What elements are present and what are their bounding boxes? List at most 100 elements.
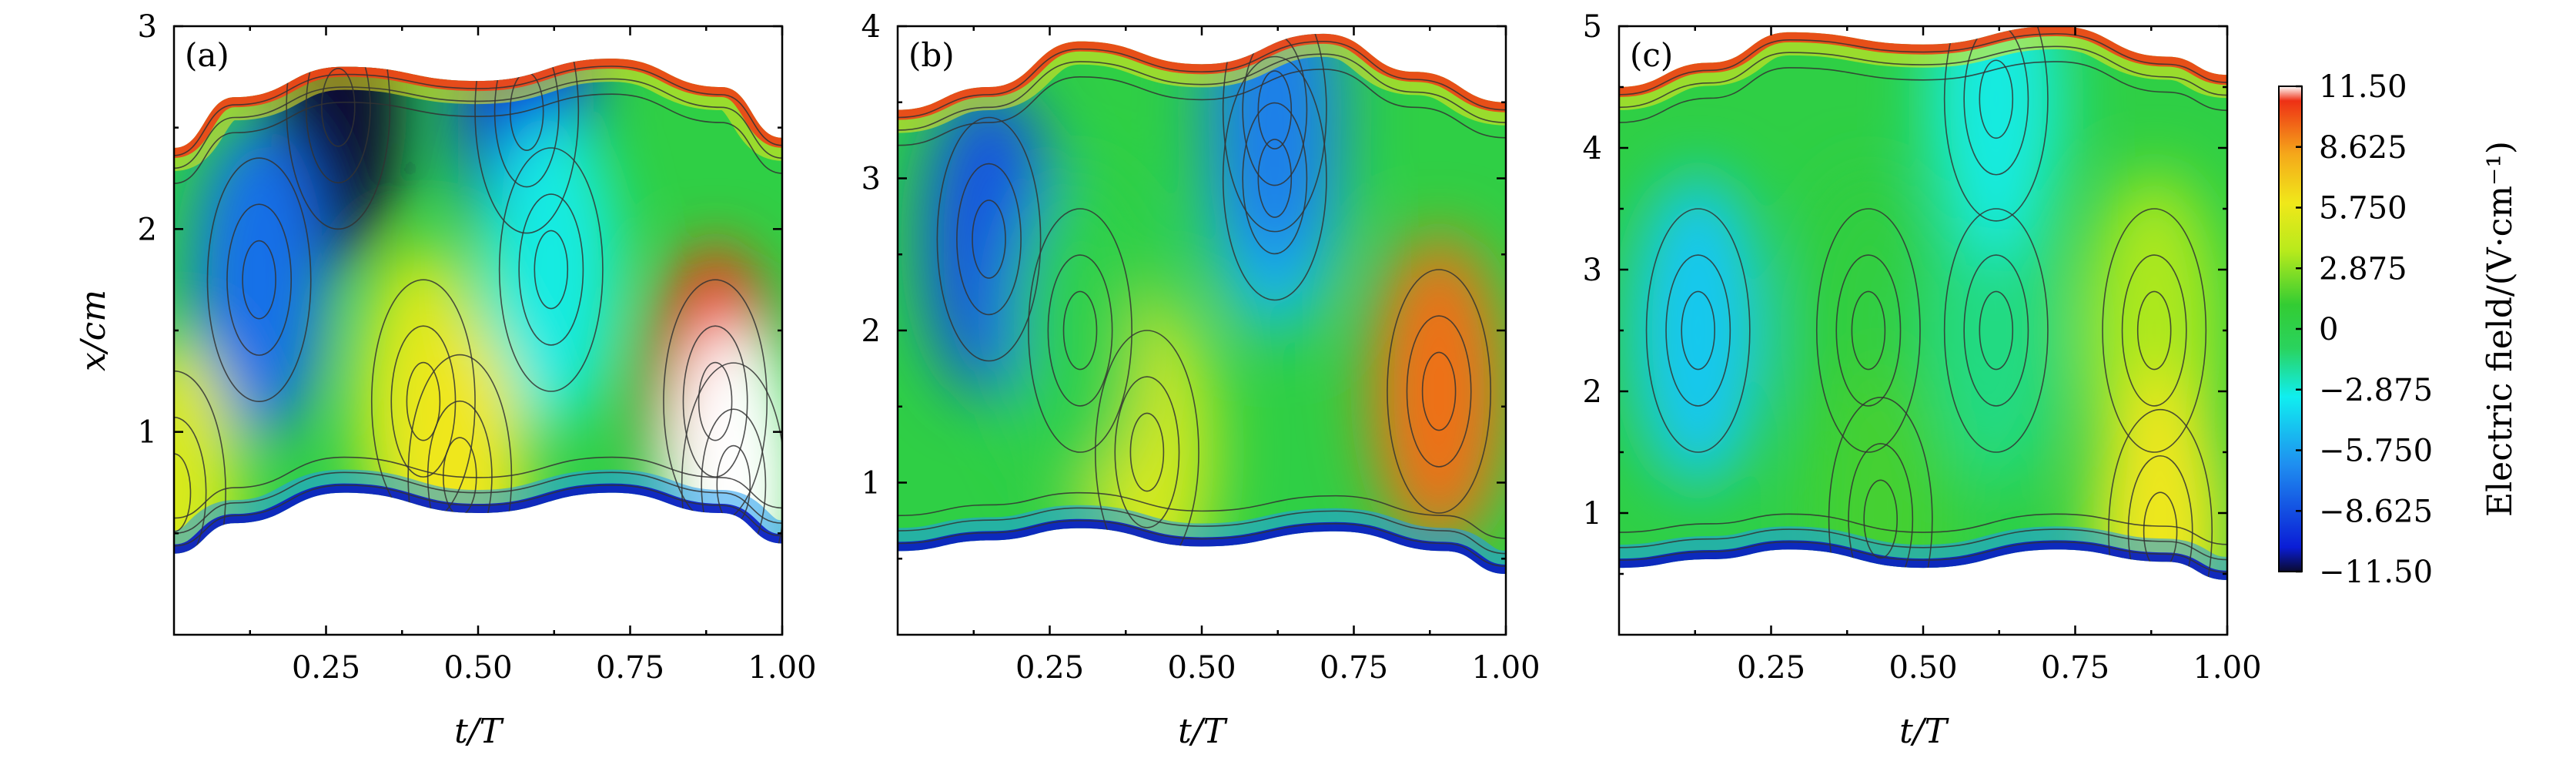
- field-feature: [1207, 33, 1342, 269]
- x-tick-label: 0.50: [1167, 650, 1236, 686]
- contour-line: [407, 354, 513, 554]
- panel-b-label: (b): [908, 36, 955, 74]
- contour-line: [1222, 33, 1327, 233]
- contour-line: [1815, 208, 1921, 453]
- contour-line: [1257, 70, 1293, 149]
- contour-line: [936, 116, 1042, 362]
- contour-line: [1619, 541, 2227, 573]
- y-tick-label: 1: [138, 415, 157, 451]
- contour-line: [1406, 315, 1472, 468]
- contour-line: [898, 507, 1506, 555]
- contour-line: [305, 59, 371, 184]
- panel-a-axes: 0.25 0.50 0.75 1.00 1 2 3: [138, 9, 817, 686]
- contour-line: [286, 59, 391, 230]
- panel-c-axes: 0.25 0.50 0.75 1.00 1 2 3 4 5: [1583, 9, 2262, 686]
- contour-line: [1943, 26, 2049, 222]
- colorbar-tick-label: −2.875: [2319, 373, 2433, 408]
- contour-line: [2102, 208, 2207, 453]
- x-tick-label: 0.50: [443, 650, 512, 686]
- contour-line: [206, 157, 312, 402]
- y-tick-label: 1: [861, 466, 881, 501]
- contour-line: [518, 193, 584, 346]
- contour-line: [1645, 208, 1751, 453]
- contour-line: [2108, 408, 2213, 580]
- contour-line: [1129, 412, 1165, 492]
- colorbar-tick-label: 8.625: [2319, 130, 2407, 166]
- contour-line: [1619, 33, 2227, 96]
- contour-line: [242, 240, 276, 320]
- x-tick-label: 0.25: [292, 650, 360, 686]
- panel-c-plot-area: [1619, 26, 2227, 580]
- contour-line: [534, 230, 569, 310]
- field-feature: [1929, 172, 2063, 489]
- contour-line: [1665, 254, 1731, 407]
- panel-c-label: (c): [1630, 36, 1673, 74]
- y-tick-label: 1: [1583, 496, 1602, 532]
- contour-line: [1619, 528, 2227, 561]
- field-blobs: [1631, 26, 2227, 580]
- colorbar-tick-label: 2.875: [2319, 251, 2407, 287]
- field-blobs: [922, 33, 1506, 574]
- panel-b-plot-area: [898, 33, 1506, 574]
- field-feature: [1929, 26, 2063, 258]
- contour-line: [321, 67, 356, 147]
- y-tick-label: 3: [1583, 253, 1602, 288]
- contour-line: [226, 203, 293, 356]
- contour-line: [1963, 26, 2029, 176]
- contour-line: [1619, 45, 2227, 109]
- contour-line: [1028, 208, 1132, 453]
- contour-line: [1047, 254, 1113, 407]
- contour-line: [1094, 330, 1199, 574]
- colorbar: 11.50 8.625 5.750 2.875 0 −2.875 −5.750 −8.625 −…: [2278, 69, 2520, 590]
- field-feature: [1813, 361, 1948, 580]
- x-tick-label: 0.75: [2041, 650, 2109, 686]
- field-feature: [1372, 233, 1506, 550]
- colorbar-tick-label: −8.625: [2319, 494, 2433, 529]
- contour-line: [698, 361, 733, 441]
- colorbar-label: Electric field/(V·cm⁻¹): [2481, 141, 2520, 517]
- contour-line: [493, 59, 560, 188]
- panel-a-label: (a): [185, 36, 229, 74]
- x-tick-label: 1.00: [2193, 650, 2261, 686]
- y-tick-label: 2: [138, 212, 157, 247]
- colorbar-tick-label: 0: [2319, 312, 2338, 347]
- contour-line: [1848, 443, 1914, 580]
- contour-line: [174, 78, 782, 169]
- contour-line: [474, 59, 580, 234]
- colorbar-tick-label: 5.750: [2319, 191, 2407, 226]
- contour-line: [174, 453, 192, 533]
- field-feature: [192, 121, 326, 438]
- field-feature: [666, 326, 782, 554]
- contour-line: [1619, 61, 2227, 123]
- contour-line: [174, 65, 782, 156]
- contour-line: [406, 361, 441, 441]
- contour-line: [1963, 254, 2029, 407]
- contour-line: [1863, 479, 1898, 559]
- y-tick-label: 2: [1583, 374, 1602, 410]
- colorbar-tick-label: 11.50: [2319, 69, 2407, 105]
- contour-line: [898, 69, 1506, 146]
- contour-line: [701, 408, 767, 554]
- contour-line: [1851, 290, 1886, 371]
- panel-c-xlabel: t/T: [1899, 712, 1950, 751]
- field-feature: [1631, 172, 1765, 489]
- contour-line: [498, 147, 604, 392]
- y-tick-label: 4: [1583, 131, 1602, 166]
- panel-a-plot-area: [174, 59, 782, 554]
- x-tick-label: 1.00: [1471, 650, 1540, 686]
- colorbar-tick-label: −5.750: [2319, 434, 2433, 469]
- contour-line: [898, 520, 1506, 567]
- contour-line: [1828, 397, 1933, 580]
- y-tick-label: 3: [138, 9, 157, 45]
- panel-a-xlabel: t/T: [454, 712, 505, 751]
- field-region: [174, 59, 782, 554]
- y-tick-label: 2: [861, 314, 881, 349]
- y-tick-label: 4: [861, 9, 881, 45]
- contour-line: [898, 53, 1506, 131]
- field-region: [1619, 26, 2227, 580]
- contour-line: [174, 484, 782, 547]
- contour-line: [681, 362, 782, 554]
- contour-line: [174, 471, 782, 535]
- contour-line: [2121, 254, 2187, 407]
